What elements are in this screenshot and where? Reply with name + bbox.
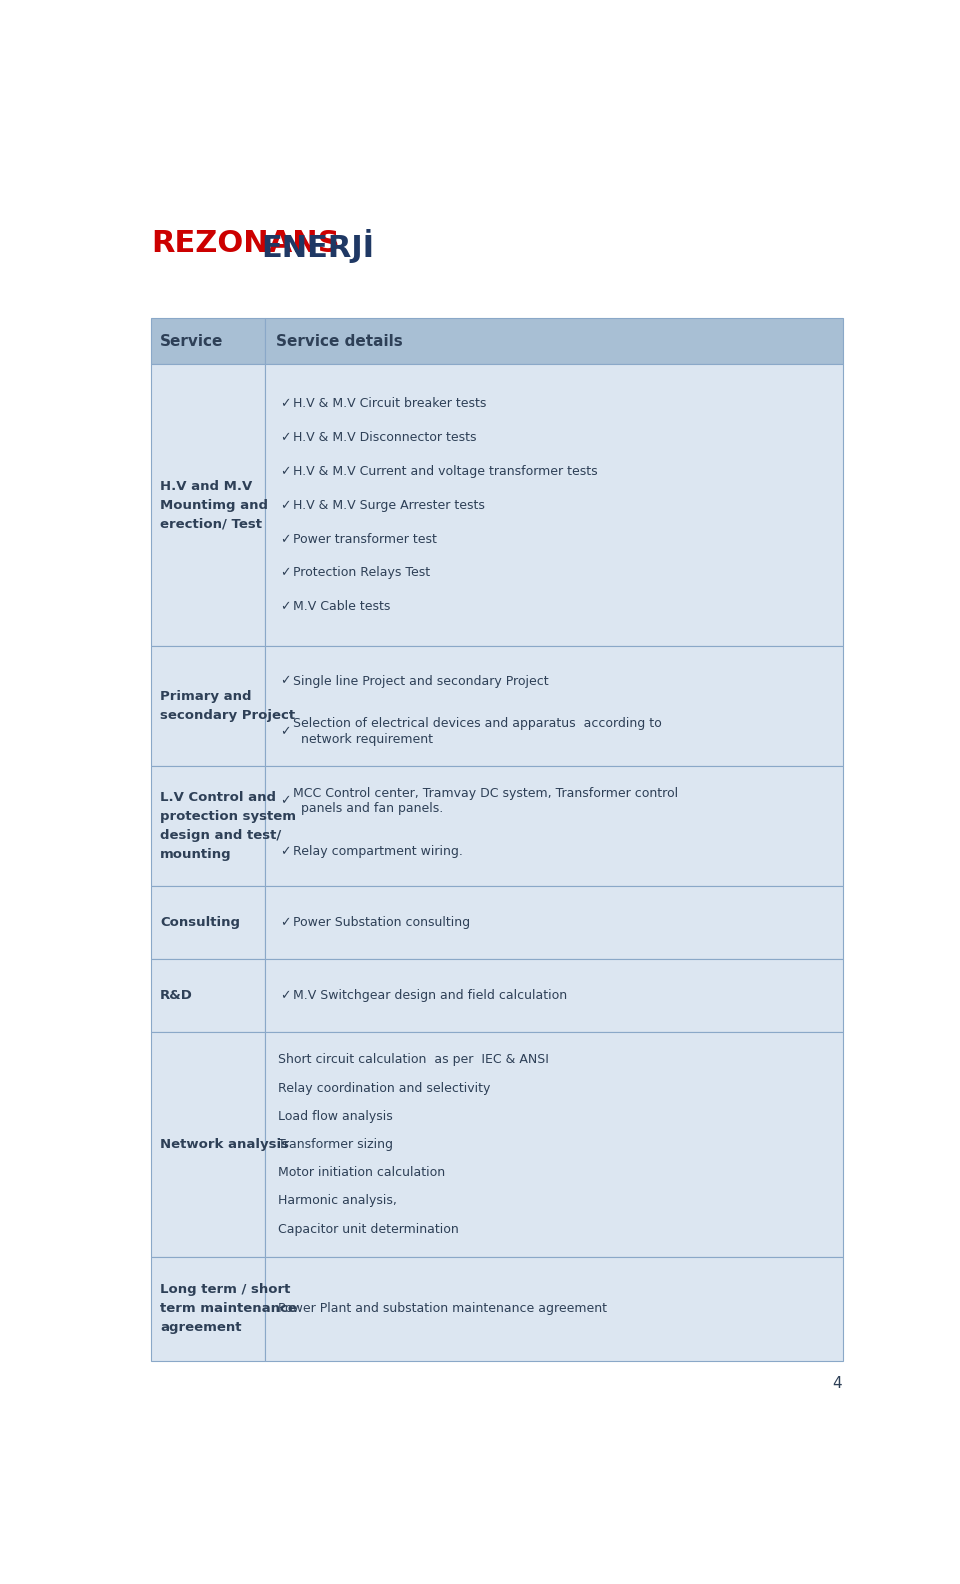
Text: Service details: Service details xyxy=(276,334,403,348)
Text: Harmonic analysis,: Harmonic analysis, xyxy=(278,1194,397,1207)
Bar xyxy=(265,960,843,1033)
Text: Primary and
secondary Project: Primary and secondary Project xyxy=(160,691,296,722)
Bar xyxy=(152,1256,265,1361)
Text: Short circuit calculation  as per  IEC & ANSI: Short circuit calculation as per IEC & A… xyxy=(278,1053,549,1066)
Text: ✓: ✓ xyxy=(280,600,291,613)
Text: Relay compartment wiring.: Relay compartment wiring. xyxy=(294,844,464,859)
Bar xyxy=(265,767,843,885)
Text: Consulting: Consulting xyxy=(160,916,240,930)
Text: H.V & M.V Disconnector tests: H.V & M.V Disconnector tests xyxy=(294,431,477,444)
Text: ✓: ✓ xyxy=(280,675,291,687)
Bar xyxy=(265,1256,843,1361)
Bar xyxy=(265,318,843,364)
Text: ✓: ✓ xyxy=(280,844,291,859)
Text: ✓: ✓ xyxy=(280,466,291,478)
Bar xyxy=(152,885,265,960)
Text: Network analysis: Network analysis xyxy=(160,1137,289,1152)
Text: Load flow analysis: Load flow analysis xyxy=(278,1110,394,1123)
Text: ✓: ✓ xyxy=(280,567,291,580)
Text: ✓: ✓ xyxy=(280,795,291,808)
Text: Power Plant and substation maintenance agreement: Power Plant and substation maintenance a… xyxy=(278,1302,608,1315)
Text: Long term / short
term maintenance
agreement: Long term / short term maintenance agree… xyxy=(160,1283,297,1334)
Text: Capacitor unit determination: Capacitor unit determination xyxy=(278,1223,459,1236)
Text: MCC Control center, Tramvay DC system, Transformer control
  panels and fan pane: MCC Control center, Tramvay DC system, T… xyxy=(294,787,679,816)
Text: Transformer sizing: Transformer sizing xyxy=(278,1137,394,1152)
Text: H.V & M.V Surge Arrester tests: H.V & M.V Surge Arrester tests xyxy=(294,499,485,512)
Text: M.V Cable tests: M.V Cable tests xyxy=(294,600,391,613)
Text: ✓: ✓ xyxy=(280,725,291,738)
Bar xyxy=(265,646,843,767)
Text: Relay coordination and selectivity: Relay coordination and selectivity xyxy=(278,1082,491,1095)
Bar xyxy=(152,364,265,646)
Text: ✓: ✓ xyxy=(280,398,291,410)
Text: ✓: ✓ xyxy=(280,990,291,1003)
Text: ✓: ✓ xyxy=(280,499,291,512)
Text: Protection Relays Test: Protection Relays Test xyxy=(294,567,430,580)
Bar xyxy=(152,646,265,767)
Text: L.V Control and
protection system
design and test/
mounting: L.V Control and protection system design… xyxy=(160,792,297,862)
Text: 4: 4 xyxy=(832,1376,842,1391)
Text: ✓: ✓ xyxy=(280,916,291,930)
Text: R&D: R&D xyxy=(160,990,193,1003)
Text: H.V & M.V Current and voltage transformer tests: H.V & M.V Current and voltage transforme… xyxy=(294,466,598,478)
Text: Service: Service xyxy=(160,334,224,348)
Bar xyxy=(152,318,265,364)
Bar xyxy=(152,960,265,1033)
Text: Power transformer test: Power transformer test xyxy=(294,532,437,545)
Text: Single line Project and secondary Project: Single line Project and secondary Projec… xyxy=(294,675,549,687)
Text: ENERJİ: ENERJİ xyxy=(261,230,374,263)
Text: H.V and M.V
Mountimg and
erection/ Test: H.V and M.V Mountimg and erection/ Test xyxy=(160,480,268,531)
Bar xyxy=(152,1033,265,1256)
Text: ✓: ✓ xyxy=(280,431,291,444)
Text: Power Substation consulting: Power Substation consulting xyxy=(294,916,470,930)
Text: ✓: ✓ xyxy=(280,532,291,545)
Text: REZONANS: REZONANS xyxy=(152,230,340,258)
Bar xyxy=(265,1033,843,1256)
Text: Motor initiation calculation: Motor initiation calculation xyxy=(278,1166,445,1178)
Text: M.V Switchgear design and field calculation: M.V Switchgear design and field calculat… xyxy=(294,990,567,1003)
Bar xyxy=(265,364,843,646)
Text: Selection of electrical devices and apparatus  according to
  network requiremen: Selection of electrical devices and appa… xyxy=(294,718,662,746)
Text: H.V & M.V Circuit breaker tests: H.V & M.V Circuit breaker tests xyxy=(294,398,487,410)
Bar xyxy=(152,767,265,885)
Bar xyxy=(265,885,843,960)
